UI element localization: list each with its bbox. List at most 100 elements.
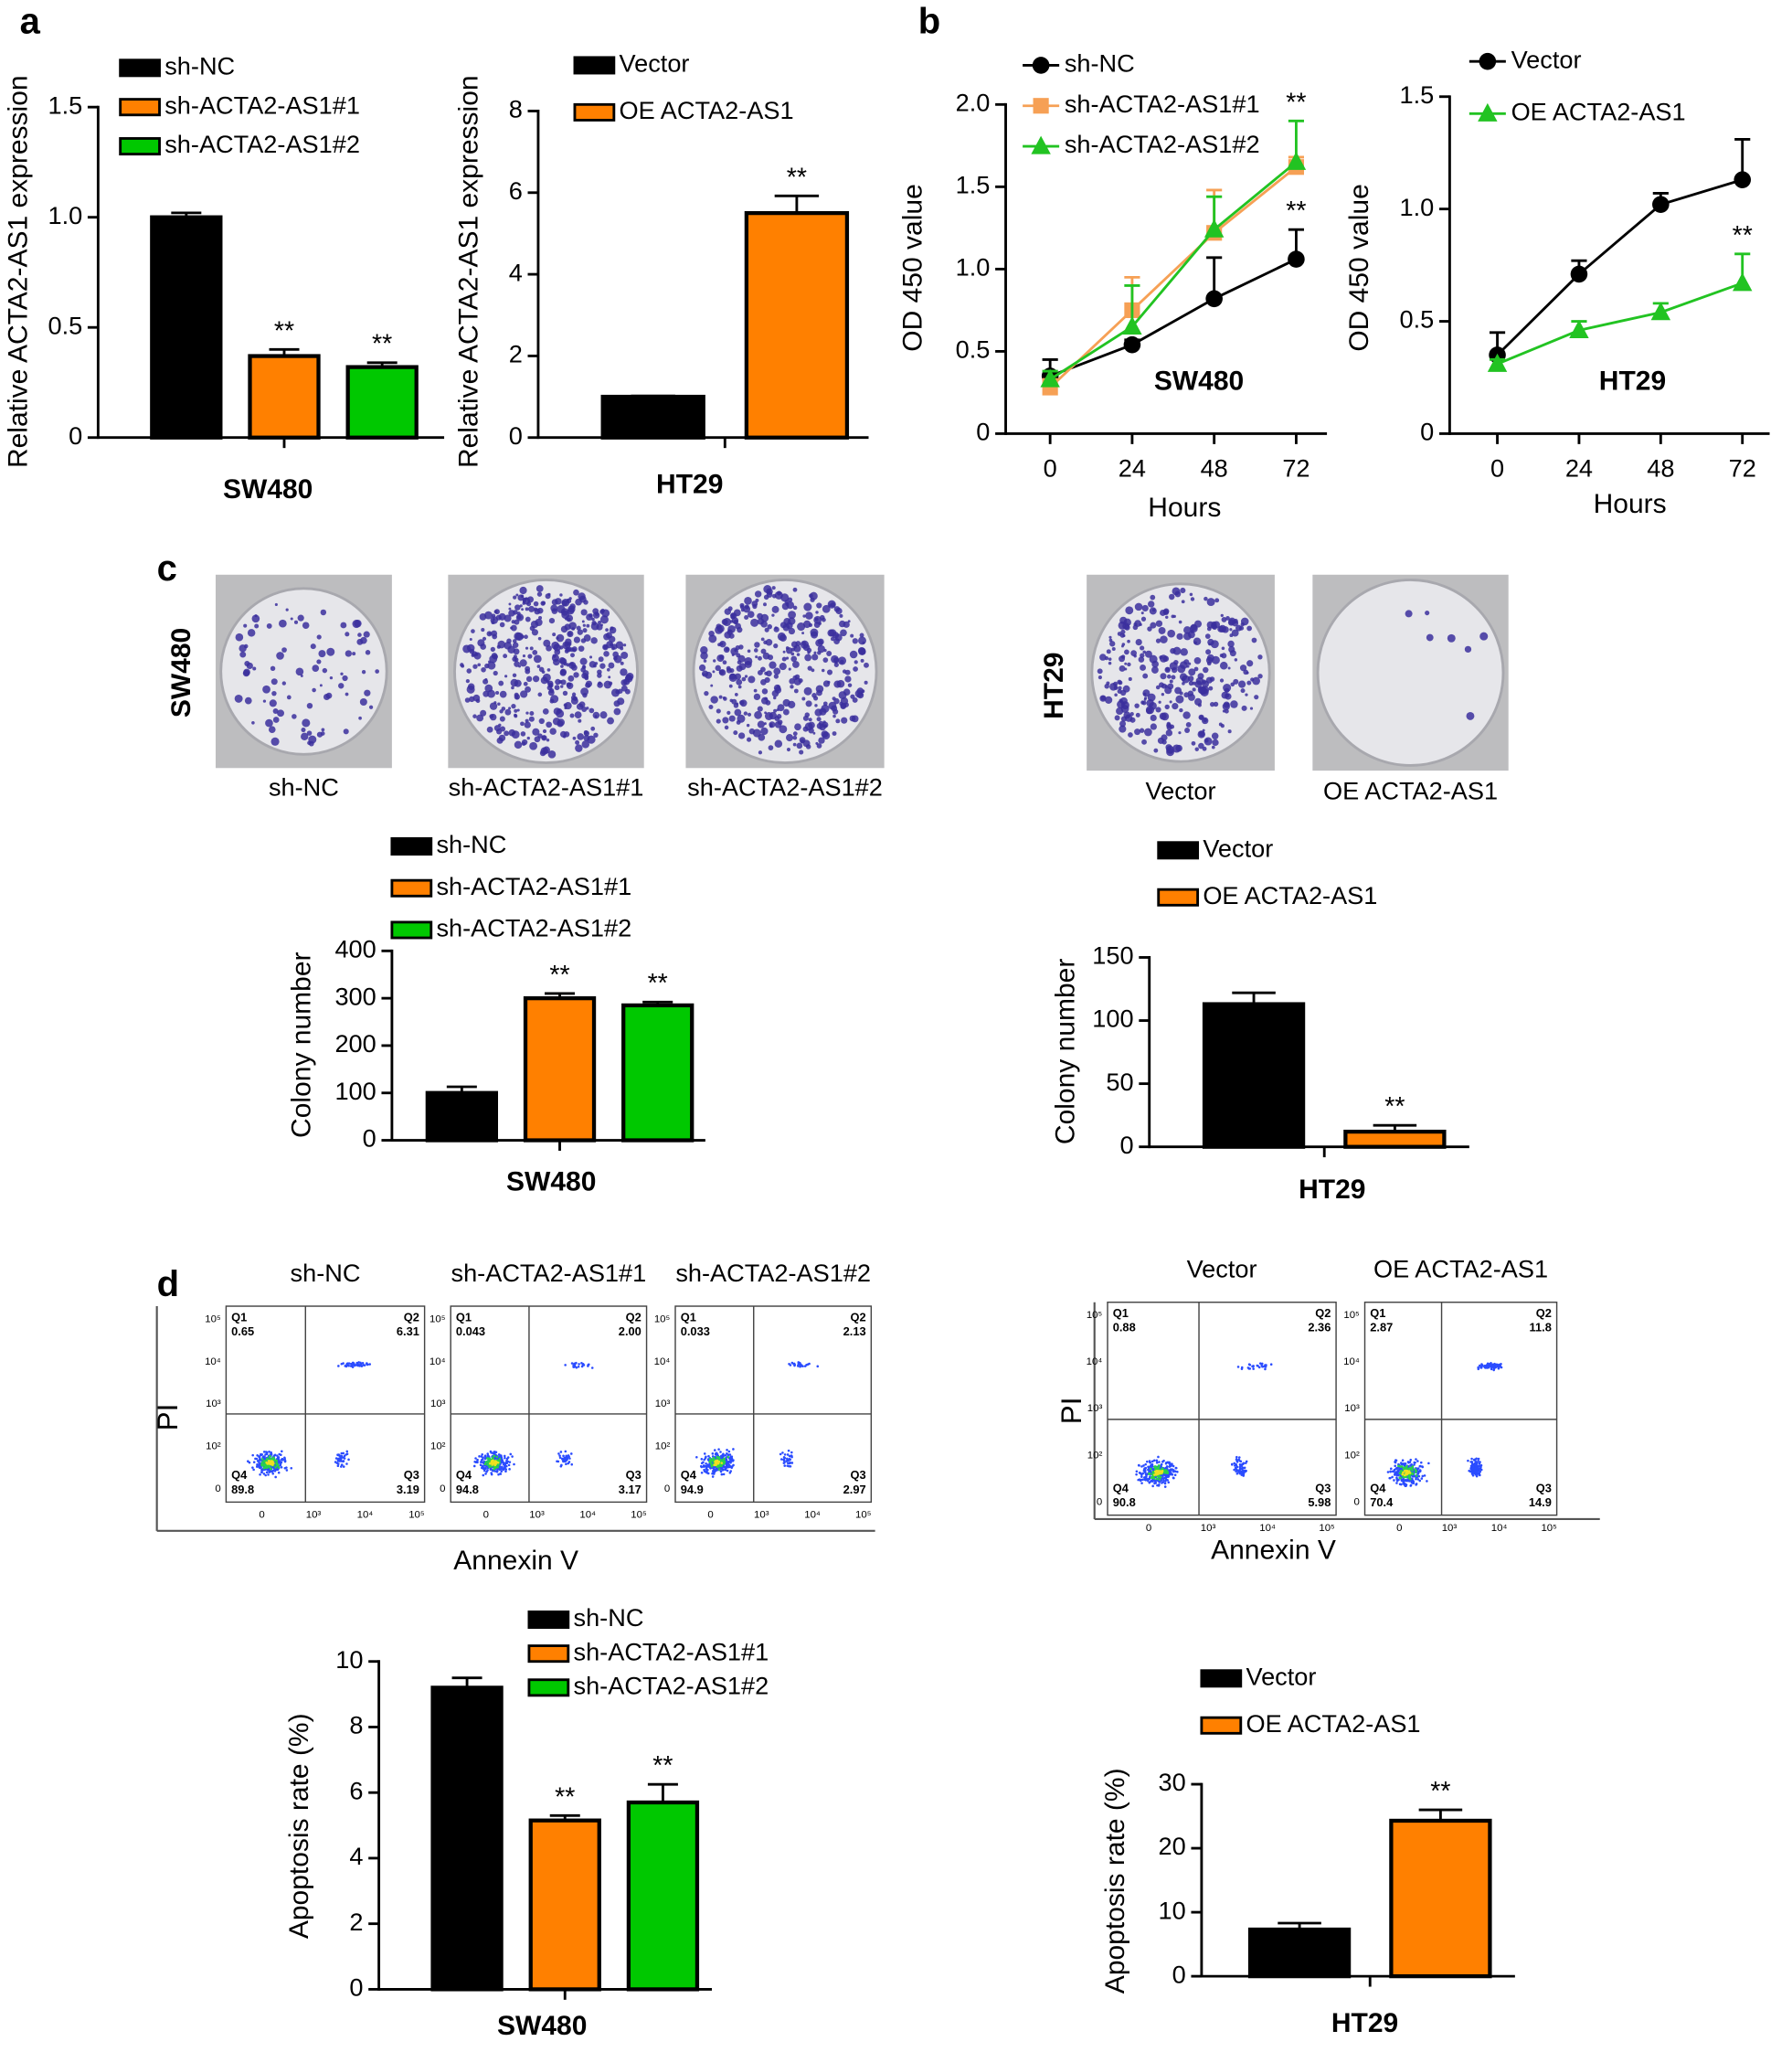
y-tick-label: 0 (1119, 1131, 1133, 1159)
legend-swatch (575, 104, 614, 120)
colony-dot (626, 673, 633, 680)
flow-event (490, 1472, 493, 1474)
flow-event (1156, 1460, 1159, 1462)
colony-dot (744, 711, 748, 715)
flow-event (1477, 1366, 1479, 1369)
colony-dot (513, 639, 517, 643)
colony-dot (1173, 615, 1176, 618)
colony-dot (1175, 696, 1183, 704)
colony-dot (1230, 682, 1235, 686)
flow-event (1138, 1464, 1140, 1467)
colony-dot (1165, 705, 1170, 709)
colony-dot (788, 701, 795, 708)
flow-event (493, 1455, 496, 1458)
colony-dot (1160, 635, 1168, 643)
colony-dot (771, 613, 774, 616)
colony-dot (793, 645, 801, 653)
colony-dot (527, 737, 530, 739)
flow-event (1409, 1478, 1412, 1481)
flow-event (560, 1451, 563, 1453)
y-tick-label: 1.5 (1400, 80, 1435, 109)
flow-y-tick: 10² (655, 1441, 671, 1452)
colony-dot (537, 591, 542, 596)
flow-event (1414, 1462, 1416, 1464)
flow-y-tick: 0 (1097, 1496, 1102, 1507)
colony-dot (522, 741, 526, 746)
colony-dot (1190, 593, 1193, 596)
colony-dot (755, 590, 761, 597)
flow-event (500, 1473, 503, 1475)
flow-event (353, 1362, 355, 1365)
plate-label: OE ACTA2-AS1 (1323, 777, 1498, 805)
quadrant-value: 0.65 (231, 1324, 254, 1338)
colony-dot (552, 599, 558, 605)
colony-dot (719, 696, 723, 699)
colony-dot (793, 743, 797, 747)
flow-event (1157, 1456, 1160, 1459)
colony-dot (270, 666, 275, 671)
flow-event (704, 1470, 706, 1473)
y-tick-label: 0.5 (1400, 305, 1435, 334)
colony-dot (570, 714, 575, 718)
flow-event (1252, 1367, 1255, 1370)
y-tick-label: 30 (1159, 1768, 1186, 1796)
flow-event (732, 1448, 735, 1451)
x-tick-label: 0 (1490, 454, 1504, 483)
colony-dot (326, 693, 333, 699)
colony-dot (605, 628, 609, 632)
flow-event (269, 1456, 271, 1459)
colony-dot (864, 663, 869, 668)
flow-title: Vector (1187, 1255, 1257, 1283)
cell-line-label: HT29 (1039, 653, 1069, 719)
flow-event (715, 1453, 717, 1456)
flow-event (498, 1453, 501, 1456)
colony-dot (582, 621, 585, 623)
flow-event (347, 1459, 350, 1462)
flow-event (281, 1459, 283, 1462)
flow-event (271, 1473, 274, 1475)
flow-x-tick: 10⁴ (1491, 1523, 1508, 1534)
colony-dot (1125, 714, 1132, 721)
colony-dot (789, 668, 791, 671)
colony-dot (822, 605, 831, 613)
flow-y-tick: 0 (1353, 1496, 1359, 1507)
colony-dot (611, 688, 620, 696)
colony-dot (735, 693, 738, 696)
colony-dot (1182, 600, 1185, 603)
colony-dot (603, 651, 610, 657)
colony-plate (448, 575, 643, 768)
colony-dot (482, 679, 488, 685)
colony-dot (291, 617, 293, 620)
colony-dot (1225, 688, 1229, 693)
flow-event (1426, 1480, 1428, 1483)
colony-dot (589, 708, 595, 714)
colony-dot (1141, 739, 1147, 745)
colony-plate (1312, 575, 1508, 771)
colony-dot (364, 690, 370, 696)
colony-dot (271, 738, 280, 746)
colony-dot (521, 731, 526, 737)
colony-dot (1100, 696, 1105, 700)
legend-label: sh-ACTA2-AS1#2 (436, 914, 631, 942)
point (1734, 171, 1751, 188)
colony-dot (589, 655, 592, 658)
flow-event (1151, 1461, 1154, 1463)
colony-dot (797, 622, 805, 631)
colony-dot (1184, 728, 1190, 733)
flow-event (493, 1462, 496, 1464)
bar (623, 1005, 692, 1141)
colony-dot (789, 628, 795, 634)
colony-dot (749, 728, 755, 734)
colony-dot (833, 698, 839, 704)
flow-event (1412, 1472, 1415, 1474)
colony-dot (578, 645, 585, 652)
colony-dot (719, 641, 726, 647)
colony-dot (500, 691, 507, 698)
colony-dot (593, 733, 598, 738)
flow-event (283, 1456, 286, 1459)
colony-dot (525, 647, 528, 650)
colony-dot (245, 697, 252, 705)
colony-dot (858, 636, 866, 644)
flow-event (723, 1458, 726, 1461)
colony-dot (782, 657, 787, 662)
